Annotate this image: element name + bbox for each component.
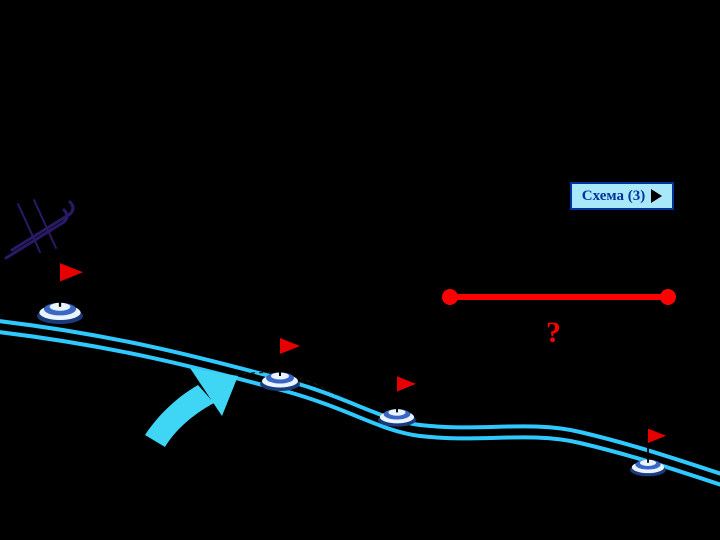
scheme-button-label: Схема (3) xyxy=(582,188,645,205)
diagram-stage: Схема (3) ? xyxy=(0,0,720,540)
question-label: ? xyxy=(546,316,561,350)
play-icon xyxy=(651,189,662,203)
diagram-svg xyxy=(0,0,720,540)
scheme-button[interactable]: Схема (3) xyxy=(570,182,674,210)
